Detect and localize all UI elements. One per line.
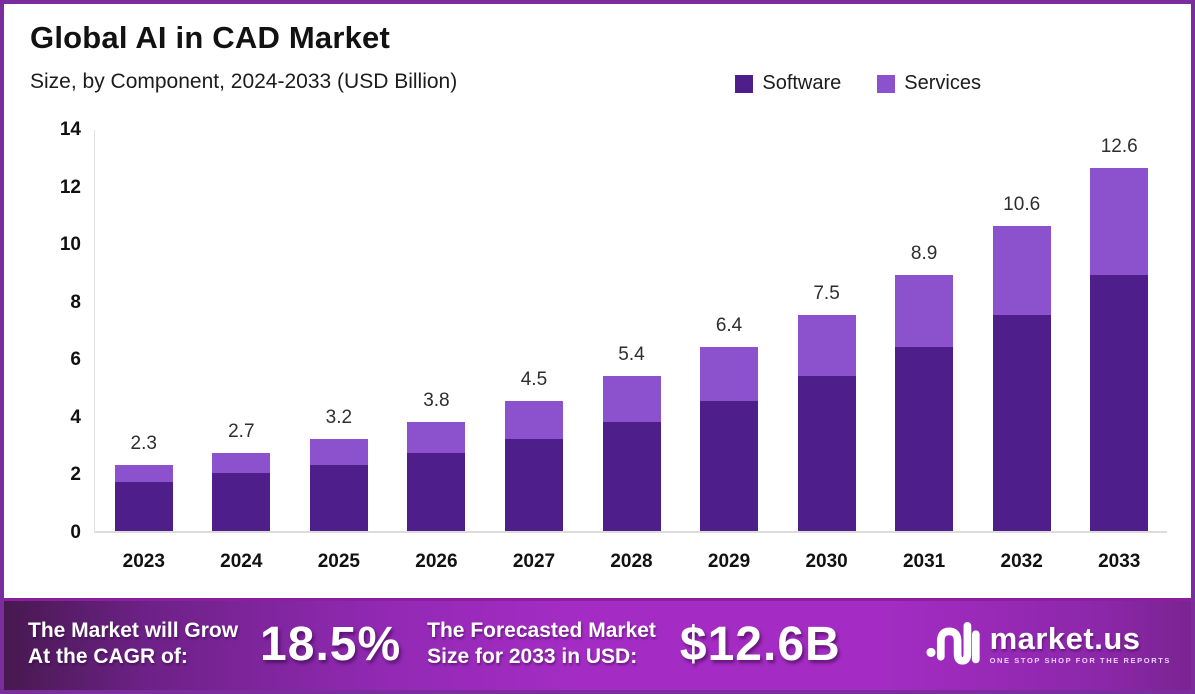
forecast-label: The Forecasted Market Size for 2033 in U… <box>427 618 656 671</box>
services-swatch-icon <box>877 74 896 93</box>
bar-2033-services-segment <box>1090 168 1149 275</box>
footer-banner: The Market will Grow At the CAGR of: 18.… <box>4 598 1191 690</box>
bar-2032-total-label: 10.6 <box>1003 193 1041 215</box>
bar-2028-total-label: 5.4 <box>618 343 645 365</box>
y-axis-tick-6: 6 <box>70 349 81 371</box>
cagr-label-line1: The Market will Grow <box>28 618 239 642</box>
bar-2028-software-segment <box>602 421 661 531</box>
y-axis-tick-10: 10 <box>59 234 81 256</box>
cagr-label-line2: At the CAGR of: <box>28 645 188 668</box>
brand-text: market.us ONE STOP SHOP FOR THE REPORTS <box>990 623 1171 665</box>
bar-2032-software-segment <box>992 315 1051 531</box>
bar-2033-total-label: 12.6 <box>1100 136 1138 158</box>
bar-2032-services-segment <box>992 225 1051 316</box>
bar-2031-software-segment <box>895 346 954 531</box>
legend-label-software: Software <box>762 72 842 94</box>
bar-2023-services-segment <box>114 464 173 483</box>
bar-2027-software-segment <box>504 438 563 531</box>
bar-2027-total-label: 4.5 <box>520 369 548 391</box>
forecast-label-line1: The Forecasted Market <box>427 618 656 642</box>
bar-2030-software-segment <box>797 375 856 531</box>
x-axis-label-2024: 2024 <box>220 551 263 572</box>
bar-2029-services-segment <box>700 346 759 402</box>
bar-2029: 6.4 <box>700 315 759 531</box>
bar-2026-software-segment <box>407 453 466 531</box>
bar-2027-services-segment <box>504 401 563 439</box>
bar-2026-services-segment <box>407 421 466 454</box>
bar-2031-services-segment <box>895 274 954 347</box>
software-swatch-icon <box>735 74 754 93</box>
marketus-logo-icon <box>926 621 980 665</box>
page-title: Global AI in CAD Market <box>30 20 390 55</box>
x-axis-label-2028: 2028 <box>610 551 653 572</box>
y-axis-tick-0: 0 <box>70 522 81 543</box>
brand-tagline: ONE STOP SHOP FOR THE REPORTS <box>989 656 1171 666</box>
legend-item-software: Software <box>735 72 841 95</box>
bar-2030: 7.5 <box>797 283 856 531</box>
stacked-bar-chart: 0 2 4 6 8 10 12 14 2.3 2023 2.7 2024 3.2 2025 3.8 2026 4… <box>60 119 1167 572</box>
y-axis-tick-12: 12 <box>59 176 81 198</box>
y-axis-tick-4: 4 <box>70 406 81 428</box>
x-axis-label-2029: 2029 <box>707 551 751 572</box>
bar-2025-total-label: 3.2 <box>325 406 353 428</box>
legend-label-services: Services <box>904 72 981 94</box>
bar-2028-services-segment <box>602 375 661 422</box>
bar-2029-software-segment <box>700 401 759 531</box>
bar-2023-total-label: 2.3 <box>130 432 157 454</box>
x-axis-label-2025: 2025 <box>317 551 360 572</box>
bar-2030-services-segment <box>797 315 856 376</box>
brand-name: market.us <box>989 621 1141 657</box>
forecast-value: $12.6B <box>679 617 841 671</box>
x-axis-label-2027: 2027 <box>512 551 556 572</box>
bar-2026-total-label: 3.8 <box>423 389 450 411</box>
bar-2024-total-label: 2.7 <box>228 421 255 443</box>
cagr-label: The Market will Grow At the CAGR of: <box>28 618 238 671</box>
bar-2024-services-segment <box>212 453 271 474</box>
x-axis-label-2032: 2032 <box>1000 551 1043 572</box>
bar-2025-services-segment <box>309 438 368 465</box>
bar-2025-software-segment <box>309 464 368 531</box>
legend: Software Services <box>735 72 981 95</box>
y-axis-tick-2: 2 <box>70 464 81 486</box>
bar-2023: 2.3 <box>114 433 173 531</box>
bar-2033: 12.6 <box>1090 136 1149 531</box>
cagr-value: 18.5% <box>260 617 402 671</box>
bar-2030-total-label: 7.5 <box>813 283 840 305</box>
x-axis-label-2023: 2023 <box>122 551 165 572</box>
legend-item-services: Services <box>877 72 981 95</box>
bar-2033-software-segment <box>1090 274 1149 531</box>
brand-logo: market.us ONE STOP SHOP FOR THE REPORTS <box>924 616 1171 672</box>
bar-2025: 3.2 <box>309 407 368 531</box>
bar-2032: 10.6 <box>992 194 1051 531</box>
x-axis-label-2030: 2030 <box>805 551 848 572</box>
y-axis-tick-14: 14 <box>59 119 81 140</box>
x-axis-label-2026: 2026 <box>415 551 458 572</box>
bar-2024-software-segment <box>212 473 271 531</box>
bar-2023-software-segment <box>114 482 173 531</box>
x-axis-label-2031: 2031 <box>902 551 946 572</box>
bar-2029-total-label: 6.4 <box>715 314 743 336</box>
x-axis-label-2033: 2033 <box>1098 551 1141 572</box>
forecast-label-line2: Size for 2033 in USD: <box>427 645 638 668</box>
bar-2028: 5.4 <box>602 344 661 531</box>
bar-2024: 2.7 <box>212 421 271 531</box>
y-axis-tick-8: 8 <box>70 291 81 313</box>
bar-2031-total-label: 8.9 <box>910 242 938 264</box>
bar-2027: 4.5 <box>504 369 563 531</box>
bar-2026: 3.8 <box>407 390 466 531</box>
bar-2031: 8.9 <box>895 243 954 531</box>
page-subtitle: Size, by Component, 2024-2033 (USD Billi… <box>30 70 458 93</box>
